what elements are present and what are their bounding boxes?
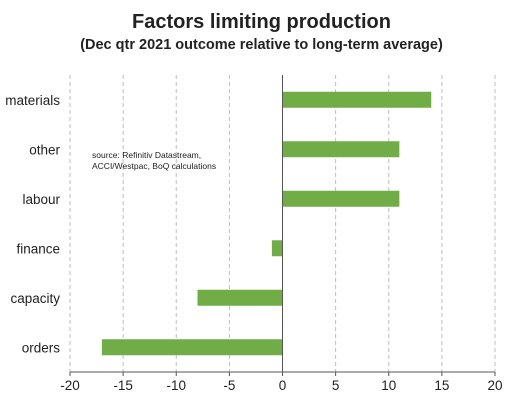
bar-finance <box>271 240 283 257</box>
chart-title: Factors limiting production <box>132 11 391 33</box>
category-label-orders: orders <box>22 340 61 355</box>
bars <box>101 91 432 356</box>
bar-orders <box>101 339 283 356</box>
chart-subtitle: (Dec qtr 2021 outcome relative to long-t… <box>80 37 443 53</box>
x-tick-label: -20 <box>60 378 80 393</box>
x-tick-label: -15 <box>113 378 133 393</box>
source-note-line-1: source: Refinitiv Datastream, <box>92 150 201 160</box>
source-note-line-2: ACCI/Westpac, BoQ calculations <box>92 161 216 171</box>
x-tick-label: 20 <box>487 378 502 393</box>
gridlines <box>69 75 496 372</box>
category-label-capacity: capacity <box>10 291 60 306</box>
x-tick-label: 0 <box>279 378 287 393</box>
bar-materials <box>282 91 432 108</box>
x-axis: -20 -15 -10 -5 0 5 10 15 20 <box>60 75 503 393</box>
bar-labour <box>282 190 400 207</box>
x-tick-label: 5 <box>332 378 340 393</box>
x-tick-label: -10 <box>166 378 186 393</box>
category-label-other: other <box>29 142 60 157</box>
x-tick-label: -5 <box>223 378 235 393</box>
category-label-finance: finance <box>16 241 60 256</box>
x-tick-label: 10 <box>381 378 396 393</box>
category-labels: materials other labour finance capacity order… <box>5 93 60 356</box>
x-tick-label: 15 <box>434 378 449 393</box>
category-label-materials: materials <box>5 93 60 108</box>
bar-other <box>282 141 400 158</box>
category-label-labour: labour <box>22 192 60 207</box>
bar-capacity <box>197 289 283 306</box>
